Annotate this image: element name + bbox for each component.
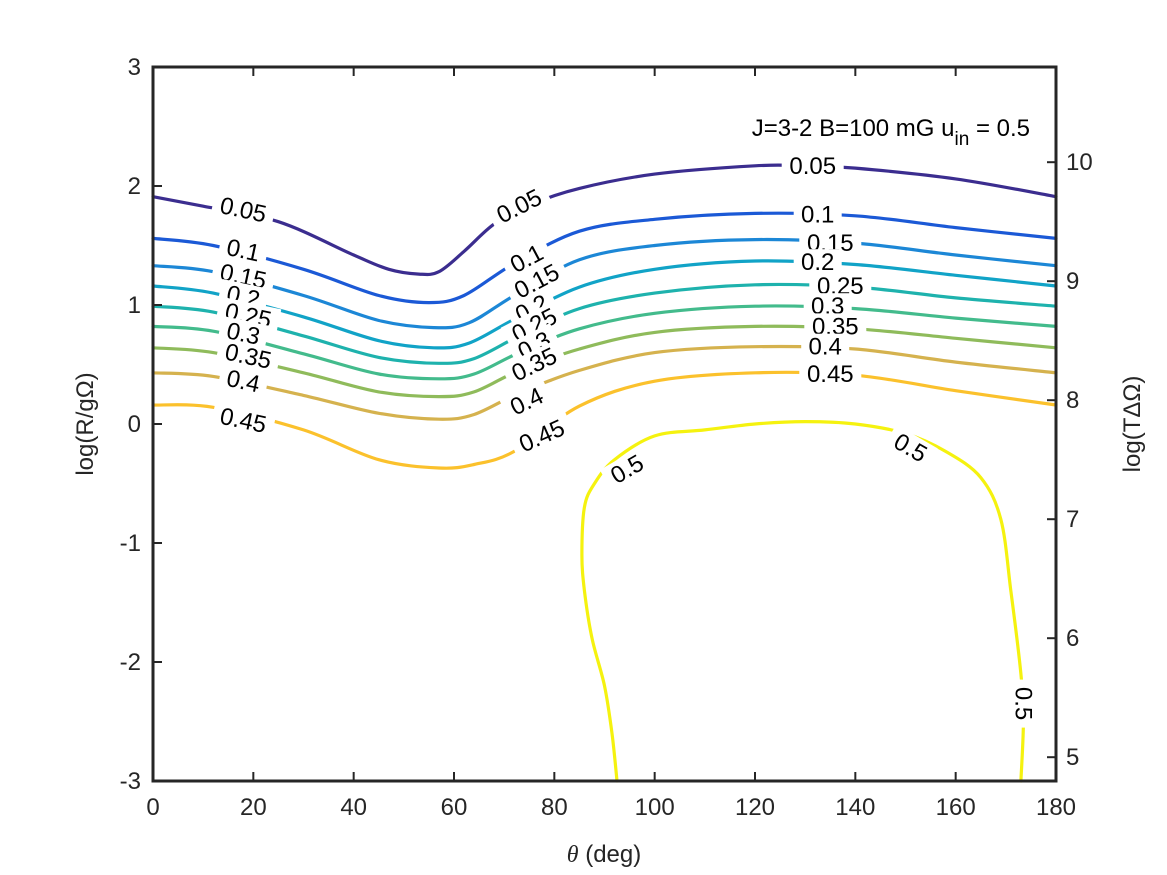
contour-label-backing (217, 363, 270, 399)
contour-label-backing (503, 255, 571, 308)
contour-label-backing (793, 249, 842, 276)
x-tick-label: 120 (735, 794, 775, 821)
y2-tick-labels: 5 6 7 8 9 10 (1066, 149, 1093, 771)
y2-tick-label: 6 (1066, 625, 1079, 652)
contour-label-backing (499, 235, 554, 282)
contour-label-backing (508, 411, 576, 461)
contour-label-backing (883, 424, 938, 472)
contour-label-backing (793, 201, 842, 228)
annotation-subscript: in (954, 129, 969, 150)
contour-labels: 0.05 0.050.050.1 0.10.10.15 0.150.150.2 0.20… (210, 152, 1037, 728)
y-tick-label: -2 (120, 649, 141, 676)
x-tick-label: 160 (936, 794, 976, 821)
x-tick-label: 40 (340, 794, 367, 821)
plot-area-background (153, 67, 1056, 781)
contour-label-0.2: 0.2 (793, 249, 842, 276)
x-tick-label: 80 (541, 794, 568, 821)
y2-tick-label: 9 (1066, 268, 1079, 295)
x-tick-label: 20 (240, 794, 267, 821)
x-tick-labels: 0 20 40 60 80 100 120 140 160 180 (146, 794, 1076, 821)
contour-label-text: 0.45 (807, 361, 854, 388)
annotation-tail: = 0.5 (969, 115, 1030, 142)
x-axis-label-text: (deg) (579, 841, 642, 868)
y2-tick-label: 7 (1066, 506, 1079, 533)
contour-line-0.4 (151, 344, 1058, 421)
contour-label-backing (799, 361, 862, 387)
contour-label-backing (500, 299, 568, 351)
contour-label-backing (485, 180, 553, 232)
y-tick-label: 3 (128, 54, 141, 81)
contour-label-text: 0.2 (801, 249, 834, 276)
contour-label-backing (217, 232, 270, 269)
y-tick-label: 2 (128, 173, 141, 200)
x-tick-label: 60 (441, 794, 468, 821)
contour-label-backing (801, 333, 850, 360)
contour-label-0.5: 0.5 (1009, 679, 1037, 728)
x-tick-label: 140 (835, 794, 875, 821)
y-tick-label: -1 (120, 530, 141, 557)
contour-label-text: 0.5 (1009, 687, 1036, 720)
y2-tick-label: 8 (1066, 387, 1079, 414)
contour-label-backing (499, 379, 554, 424)
annotation-main: J=3-2 B=100 mG u (752, 115, 955, 142)
contour-label-0.4: 0.4 (217, 363, 270, 399)
x-tick-label: 0 (146, 794, 159, 821)
x-tick-label: 100 (635, 794, 675, 821)
y-tick-labels: -3 -2 -1 0 1 2 3 (120, 54, 141, 795)
contour-line-0.5 (580, 420, 1025, 783)
tick-marks (152, 66, 1057, 782)
contour-label-0.05: 0.05 (781, 152, 844, 180)
x-axis-label: θ (deg) (567, 841, 642, 868)
y2-tick-label: 5 (1066, 744, 1079, 771)
contour-label-backing (1010, 679, 1037, 728)
contour-label-text: 0.1 (801, 202, 834, 229)
contour-label-0.1: 0.1 (793, 201, 842, 229)
x-axis-label-symbol: θ (567, 842, 579, 868)
contour-label-backing (599, 445, 655, 493)
y2-axis-label: log(TΔΩ) (1119, 376, 1146, 473)
contour-label-backing (210, 190, 277, 229)
contour-label-0.45: 0.45 (508, 411, 576, 461)
y-tick-label: -3 (120, 768, 141, 795)
contour-label-0.45: 0.45 (799, 361, 862, 388)
x-tick-label: 180 (1036, 794, 1076, 821)
y-tick-label: 1 (128, 292, 141, 319)
contour-label-backing (210, 401, 277, 440)
contour-label-backing (500, 339, 568, 390)
contour-label-0.4: 0.4 (801, 333, 850, 361)
chart-annotation: J=3-2 B=100 mG uin = 0.5 (752, 115, 1030, 150)
y-axis-label: log(R/gΩ) (72, 372, 99, 475)
contour-label-text: 0.05 (789, 153, 836, 180)
contour-label-text: 0.4 (809, 334, 842, 361)
contour-label-backing (781, 152, 844, 179)
y-tick-label: 0 (128, 411, 141, 438)
y2-tick-label: 10 (1066, 149, 1093, 176)
